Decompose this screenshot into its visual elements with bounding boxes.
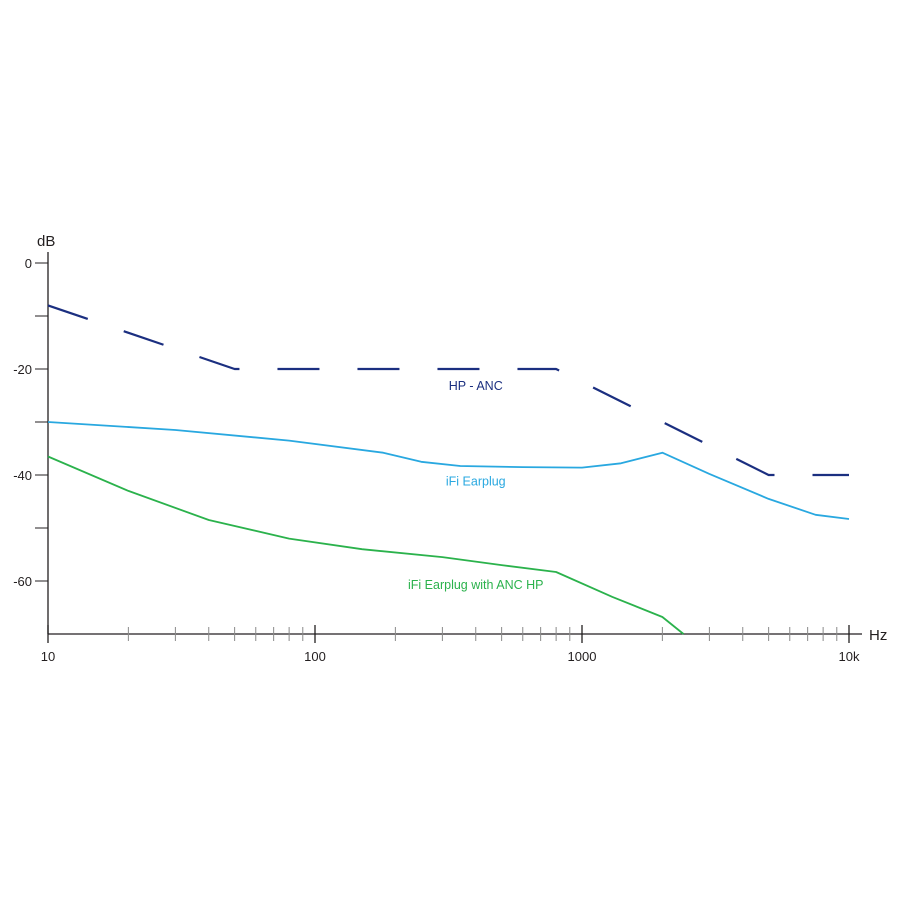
x-tick-label: 10 xyxy=(41,649,55,664)
x-axis-title: Hz xyxy=(869,627,887,644)
y-tick-label: -60 xyxy=(13,574,32,589)
x-tick-label: 1000 xyxy=(568,649,597,664)
y-tick-label: -20 xyxy=(13,362,32,377)
series-label-2: iFi Earplug xyxy=(446,475,506,489)
axes: dB Hz xyxy=(37,233,887,644)
series-labels: HP - ANC iFi Earplug iFi Earplug with ANC … xyxy=(408,379,543,592)
series-line-3 xyxy=(47,455,685,635)
y-tick-label: -40 xyxy=(13,468,32,483)
series-line-2 xyxy=(47,421,850,520)
x-tick-label: 100 xyxy=(304,649,326,664)
x-tick-label: 10k xyxy=(839,649,860,664)
series-line-1 xyxy=(47,304,849,477)
series xyxy=(47,304,850,635)
series-label-1: HP - ANC xyxy=(449,379,503,393)
y-axis-title: dB xyxy=(37,233,55,250)
y-tick-label: 0 xyxy=(25,256,32,271)
ticks: 0 -20 -40 -60 10 100 1000 10k xyxy=(13,256,860,664)
series-label-3: iFi Earplug with ANC HP xyxy=(408,578,543,592)
